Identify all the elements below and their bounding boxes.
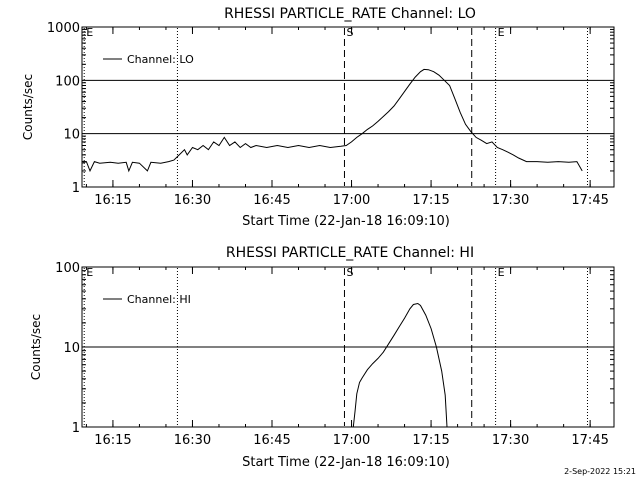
marker-label: E [86, 26, 93, 39]
series-line [352, 302, 448, 428]
axes: 16:15 16:30 16:45 17:00 17:15 17:30 17:45 1 10 10… [47, 21, 614, 208]
x-tick-label: 16:15 [94, 433, 131, 448]
y-axis-label: Counts/sec [29, 314, 43, 380]
x-tick-label: 16:30 [174, 433, 211, 448]
x-tick-label: 17:45 [571, 193, 608, 208]
marker-label: S [346, 26, 353, 39]
y-tick-label: 1 [72, 181, 80, 196]
x-tick-label: 17:15 [412, 433, 449, 448]
x-axis-label: Start Time (22-Jan-18 16:09:10) [242, 214, 450, 229]
x-tick-label: 16:45 [253, 433, 290, 448]
marker-label: S [346, 266, 353, 279]
series-group [352, 302, 448, 428]
x-tick-label: 16:30 [174, 193, 211, 208]
x-tick-label: 17:45 [571, 433, 608, 448]
x-tick-label: 17:15 [412, 193, 449, 208]
axes: 16:15 16:30 16:45 17:00 17:15 17:30 17:45 1 10 10… [55, 261, 614, 448]
x-tick-label: 16:15 [94, 193, 131, 208]
marker-label: E [498, 26, 505, 39]
panel-lo: RHESSI PARTICLE_RATE Channel: LO Counts/… [21, 6, 615, 229]
y-tick-label: 10 [63, 128, 80, 143]
legend-label: Channel: LO [127, 53, 194, 66]
y-tick-label: 100 [55, 261, 80, 276]
y-tick-label: 1000 [47, 21, 80, 36]
x-tick-label: 17:30 [492, 433, 529, 448]
x-tick-label: 17:30 [492, 193, 529, 208]
footer-date: 2-Sep-2022 15:21 [564, 467, 636, 476]
y-tick-label: 1 [72, 421, 80, 436]
x-tick-label: 17:00 [333, 433, 370, 448]
y-tick-label: 10 [63, 341, 80, 356]
x-tick-label: 17:00 [333, 193, 370, 208]
x-axis-label: Start Time (22-Jan-18 16:09:10) [242, 455, 450, 470]
y-tick-label: 100 [55, 74, 80, 89]
x-tick-label: 16:45 [253, 193, 290, 208]
series-line [81, 68, 583, 173]
marker-label: E [498, 266, 505, 279]
panel-hi: RHESSI PARTICLE_RATE Channel: HI Counts/… [29, 245, 615, 470]
legend-label: Channel: HI [127, 293, 191, 306]
series-group [81, 68, 583, 173]
y-axis-label: Counts/sec [21, 74, 35, 140]
marker-label: E [86, 266, 93, 279]
chart-title: RHESSI PARTICLE_RATE Channel: HI [226, 245, 474, 261]
chart-title: RHESSI PARTICLE_RATE Channel: LO [224, 6, 476, 22]
